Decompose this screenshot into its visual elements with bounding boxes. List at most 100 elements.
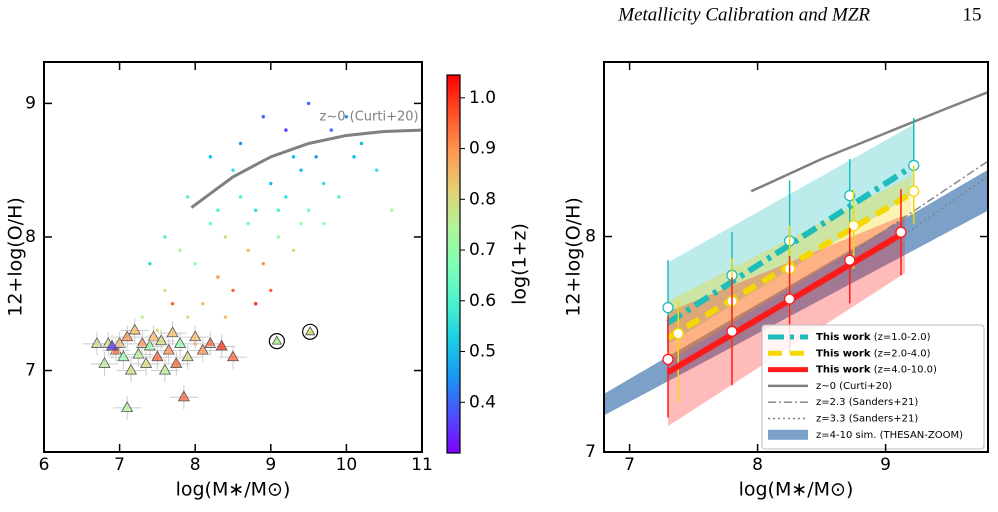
galaxy-point bbox=[216, 275, 220, 279]
colorbar-tick-label: 0.9 bbox=[469, 139, 496, 159]
data-point bbox=[726, 325, 738, 337]
galaxy-point bbox=[246, 221, 250, 226]
legend-label: z=3.3 (Sanders+21) bbox=[816, 414, 918, 425]
galaxy-point bbox=[291, 155, 296, 159]
plot-area bbox=[604, 91, 988, 427]
galaxy-point bbox=[322, 221, 326, 226]
galaxy-point bbox=[284, 195, 288, 199]
galaxy-point bbox=[178, 248, 182, 253]
colorbar-tick-label: 0.7 bbox=[469, 240, 496, 260]
galaxy-point bbox=[344, 115, 349, 119]
triangle-point bbox=[105, 339, 119, 351]
triangle-point bbox=[177, 390, 190, 402]
triangle-point bbox=[226, 350, 240, 362]
data-point bbox=[895, 226, 907, 238]
galaxy-point bbox=[322, 181, 326, 186]
colorbar-tick-label: 0.4 bbox=[469, 392, 496, 412]
triangle-point bbox=[90, 336, 104, 348]
data-point bbox=[783, 293, 796, 305]
data-point bbox=[662, 301, 674, 314]
galaxy-point bbox=[253, 208, 258, 212]
triangle-point bbox=[139, 357, 153, 368]
legend-name: z~0 (Curti+20) bbox=[816, 381, 892, 392]
triangle-point bbox=[117, 350, 130, 362]
galaxy-point bbox=[163, 235, 167, 239]
triangle-point bbox=[204, 336, 217, 348]
data-point bbox=[908, 185, 920, 197]
x-tick-label: 7 bbox=[114, 455, 125, 475]
galaxy-point bbox=[314, 155, 318, 159]
galaxy-point bbox=[208, 155, 213, 159]
galaxy-point bbox=[390, 208, 394, 212]
colorbar-label: log(1+z) bbox=[509, 223, 531, 305]
legend-suffix: (z=4.0-10.0) bbox=[874, 365, 937, 376]
triangle-point bbox=[181, 350, 194, 362]
y-axis-label: 12+log(O/H) bbox=[5, 197, 27, 317]
galaxy-point bbox=[223, 315, 228, 319]
legend-name: This work bbox=[816, 332, 871, 343]
x-tick-label: 9 bbox=[880, 455, 891, 475]
galaxy-point bbox=[231, 288, 235, 293]
galaxy-point bbox=[359, 141, 364, 146]
galaxy-point bbox=[276, 208, 281, 212]
data-point bbox=[844, 189, 856, 202]
legend-suffix: (z=2.0-4.0) bbox=[874, 348, 931, 359]
galaxy-point bbox=[299, 168, 303, 172]
reference-line bbox=[834, 160, 988, 266]
x-tick-label: 6 bbox=[39, 455, 50, 475]
galaxy-point bbox=[299, 221, 303, 226]
legend-label: z~0 (Curti+20) bbox=[816, 381, 892, 392]
galaxy-point bbox=[223, 235, 228, 239]
colorbar-tick-label: 1.0 bbox=[469, 88, 496, 108]
y-axis-label: 12+log(O/H) bbox=[563, 197, 585, 317]
reference-line bbox=[833, 175, 988, 285]
colorbar-tick-label: 0.5 bbox=[469, 342, 496, 362]
galaxy-point bbox=[253, 302, 258, 306]
legend-name: z=3.3 (Sanders+21) bbox=[816, 414, 918, 425]
x-tick-label: 7 bbox=[624, 455, 635, 475]
x-axis-label: log(M∗/M⊙) bbox=[739, 479, 854, 501]
x-tick-label: 11 bbox=[411, 455, 433, 475]
triangle-point bbox=[196, 343, 209, 355]
triangle-point bbox=[128, 323, 141, 335]
galaxy-point bbox=[284, 128, 288, 132]
x-tick-label: 8 bbox=[752, 455, 763, 475]
running-title: Metallicity Calibration and MZR bbox=[617, 4, 870, 25]
axes-frame bbox=[43, 61, 423, 453]
triangle-point bbox=[158, 363, 172, 375]
galaxy-point bbox=[374, 168, 379, 172]
data-point bbox=[662, 353, 674, 365]
galaxy-point bbox=[185, 315, 190, 319]
galaxy-point bbox=[261, 261, 265, 266]
colorbar-tick-label: 0.6 bbox=[469, 291, 496, 311]
x-tick-label: 10 bbox=[336, 455, 358, 475]
galaxy-point bbox=[238, 141, 243, 146]
y-tick-label: 7 bbox=[25, 361, 36, 381]
y-tick-label: 8 bbox=[585, 227, 596, 247]
legend-name: z=4-10 sim. (THESAN-ZOOM) bbox=[816, 430, 963, 441]
colorbar-tick-label: 0.8 bbox=[469, 189, 496, 209]
galaxy-point bbox=[329, 128, 333, 132]
galaxy-point bbox=[231, 168, 235, 172]
galaxy-point bbox=[170, 302, 175, 306]
galaxy-point bbox=[216, 208, 220, 212]
y-tick-label: 9 bbox=[25, 93, 36, 113]
galaxy-point bbox=[208, 221, 213, 226]
galaxy-point bbox=[261, 115, 265, 119]
x-tick-label: 9 bbox=[265, 455, 276, 475]
y-tick-label: 8 bbox=[25, 227, 36, 247]
legend-name: This work bbox=[816, 365, 871, 376]
legend-suffix: (z=1.0-2.0) bbox=[874, 332, 931, 343]
galaxy-point bbox=[185, 195, 190, 199]
galaxy-point bbox=[246, 248, 250, 253]
triangle-point bbox=[124, 363, 138, 375]
galaxy-point bbox=[193, 261, 197, 266]
band bbox=[668, 124, 914, 345]
galaxy-point bbox=[155, 328, 160, 333]
triangle-point bbox=[166, 326, 179, 338]
circled-point bbox=[304, 325, 316, 336]
galaxy-point bbox=[337, 195, 341, 199]
triangle-point bbox=[132, 347, 145, 359]
